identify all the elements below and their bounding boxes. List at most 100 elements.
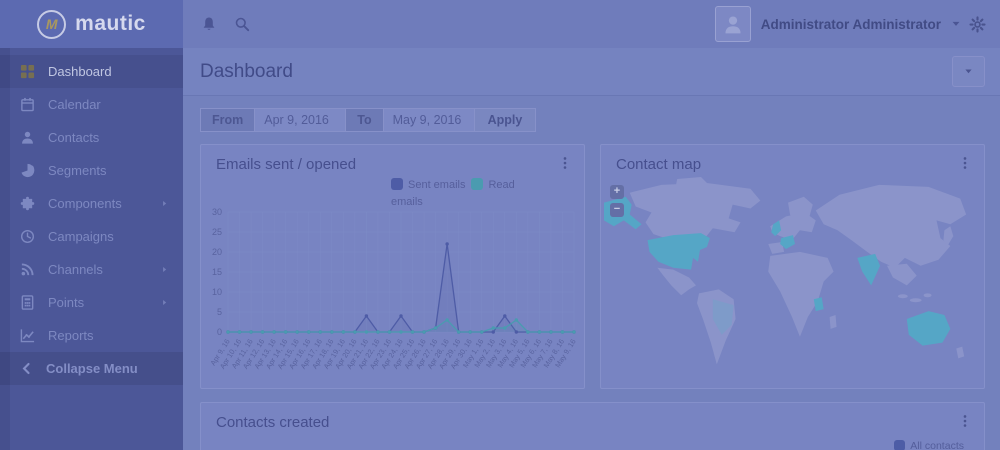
map-zoom-out-button[interactable]: − [610, 203, 624, 217]
legend-item[interactable]: All contacts [894, 440, 964, 450]
contact-map-panel: Contact map [600, 144, 985, 389]
page-title: Dashboard [200, 60, 293, 82]
map-region-africa [768, 251, 834, 337]
content: Dashboard From To Apply Emails sent / op… [183, 48, 1000, 450]
svg-text:20: 20 [212, 247, 222, 257]
map-zoom-controls: + − [610, 185, 624, 217]
legend-label: Sent emails [408, 179, 466, 191]
map-region-se-asia [887, 263, 917, 286]
chevron-right-icon [160, 298, 169, 307]
svg-text:30: 30 [212, 207, 222, 217]
chevron-down-icon [951, 19, 961, 29]
map-region-japan [943, 226, 954, 246]
map-region-mexico [657, 267, 697, 296]
map-region-madagascar [829, 315, 837, 329]
from-label: From [200, 108, 256, 132]
world-map[interactable]: + − [602, 175, 983, 387]
map-panel-header: Contact map [601, 145, 984, 173]
emails-panel-header: Emails sent / opened [201, 145, 584, 173]
emails-panel-menu-icon[interactable] [558, 156, 572, 170]
map-region-india [857, 253, 881, 286]
sidebar-item-dashboard[interactable]: Dashboard [0, 55, 183, 88]
svg-text:5: 5 [217, 307, 222, 317]
sidebar-item-points[interactable]: Points [0, 286, 183, 319]
sidebar-item-campaigns[interactable]: Campaigns [0, 220, 183, 253]
emails-panel-title: Emails sent / opened [216, 156, 357, 173]
page-header: Dashboard [183, 48, 1000, 96]
collapse-menu-label: Collapse Menu [46, 361, 138, 376]
calculator-icon [20, 295, 35, 310]
person-icon [722, 13, 744, 35]
map-panel-menu-icon[interactable] [958, 156, 972, 170]
map-region-scandinavia [788, 196, 813, 227]
calendar-icon [20, 97, 35, 112]
legend-label: All contacts [910, 440, 964, 450]
map-region-indonesia-2 [909, 298, 922, 303]
sidebar-item-label: Reports [48, 328, 94, 343]
legend-label: Read emails [391, 179, 515, 209]
user-name: Administrator Administrator [760, 16, 941, 32]
sidebar-item-calendar[interactable]: Calendar [0, 88, 183, 121]
puzzle-icon [20, 196, 35, 211]
map-region-indonesia-3 [923, 293, 932, 298]
map-region-greenland [675, 176, 711, 201]
contacts-legend: All contacts [894, 440, 970, 450]
sidebar-item-label: Points [48, 295, 85, 310]
user-menu[interactable]: Administrator Administrator [714, 6, 961, 42]
sidebar-item-label: Segments [48, 163, 107, 178]
map-region-new-zealand [956, 346, 965, 359]
search-icon[interactable] [234, 16, 250, 32]
widgets-row: Emails sent / opened Sent emails Read ema… [200, 144, 985, 389]
legend-item[interactable]: Sent emails [391, 178, 466, 191]
angle-left-icon [20, 362, 33, 375]
notifications-bell-icon[interactable] [201, 16, 217, 32]
map-region-indonesia-1 [897, 294, 908, 299]
mautic-logo[interactable]: M mautic [0, 0, 183, 48]
dashboard-options-dropdown[interactable] [952, 56, 985, 87]
sidebar-item-label: Campaigns [48, 229, 114, 244]
svg-text:10: 10 [212, 287, 222, 297]
to-label: To [346, 108, 384, 132]
map-region-usa [647, 233, 710, 270]
sidebar-item-channels[interactable]: Channels [0, 253, 183, 286]
dashboard-grid-icon [20, 64, 35, 79]
map-panel-title: Contact map [616, 156, 702, 173]
date-from-input[interactable] [255, 108, 347, 132]
map-zoom-in-button[interactable]: + [610, 185, 624, 199]
date-filter: From To Apply [200, 108, 985, 132]
svg-text:0: 0 [217, 327, 222, 337]
settings-gear-icon[interactable] [969, 16, 986, 33]
sidebar-item-contacts[interactable]: Contacts [0, 121, 183, 154]
contacts-panel-header: Contacts created [201, 403, 984, 431]
sidebar-item-label: Calendar [48, 97, 101, 112]
contacts-panel-menu-icon[interactable] [958, 414, 972, 428]
sidebar-item-label: Components [48, 196, 122, 211]
map-region-australia [906, 311, 951, 346]
map-region-uk [771, 220, 782, 237]
legend-item[interactable]: Read emails [391, 178, 515, 209]
sidebar-item-reports[interactable]: Reports [0, 319, 183, 352]
sidebar-item-collapse-menu[interactable]: Collapse Menu [0, 352, 183, 385]
map-region-asia [815, 184, 967, 268]
chevron-right-icon [160, 199, 169, 208]
rss-icon [20, 262, 35, 277]
chevron-right-icon [160, 265, 169, 274]
sidebar-item-label: Channels [48, 262, 103, 277]
sidebar-item-label: Contacts [48, 130, 100, 145]
avatar [714, 6, 751, 42]
contacts-created-panel: Contacts created All contacts [200, 402, 985, 450]
map-region-canada [629, 182, 761, 241]
map-region-brazil [712, 299, 734, 335]
clock-icon [20, 229, 35, 244]
world-map-svg [603, 176, 967, 365]
mautic-logo-icon: M [37, 9, 67, 39]
apply-button[interactable]: Apply [474, 108, 537, 132]
svg-text:25: 25 [212, 227, 222, 237]
sidebar-item-segments[interactable]: Segments [0, 154, 183, 187]
map-region-france [780, 235, 795, 249]
svg-text:15: 15 [212, 267, 222, 277]
date-to-input[interactable] [383, 108, 475, 132]
map-region-iberia [768, 242, 785, 254]
sidebar-item-components[interactable]: Components [0, 187, 183, 220]
